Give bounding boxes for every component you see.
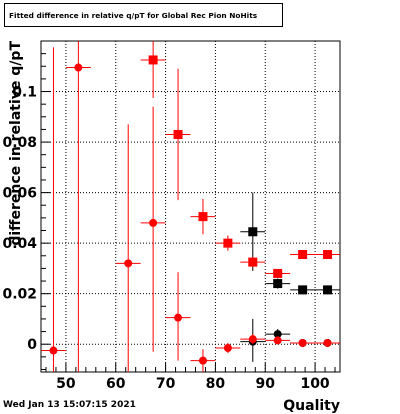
y-tick-label: 0.1 bbox=[12, 85, 37, 101]
data-points bbox=[41, 41, 340, 372]
x-tick-label: 100 bbox=[300, 376, 329, 392]
data-point-circle bbox=[248, 335, 257, 344]
y-tick-label: 0 bbox=[27, 337, 37, 353]
data-point-circle bbox=[223, 343, 232, 352]
x-tick-label: 80 bbox=[206, 376, 226, 392]
x-tick-label: 70 bbox=[156, 376, 176, 392]
data-point-square bbox=[273, 268, 283, 278]
data-point-square bbox=[198, 212, 208, 222]
y-tick-label: 0.08 bbox=[2, 135, 37, 151]
axis-ticks bbox=[41, 53, 336, 372]
data-point-square bbox=[223, 238, 233, 248]
data-point-square bbox=[248, 227, 258, 237]
plot-frame bbox=[40, 40, 341, 373]
x-tick-label: 50 bbox=[56, 376, 76, 392]
axis-labels: 50 60 70 80 90 100 0 0.02 0.04 0.06 0.08 0.1 Quality… bbox=[2, 41, 340, 414]
data-point-square bbox=[323, 250, 333, 260]
data-point-square bbox=[298, 285, 308, 295]
plot-area-border bbox=[40, 40, 341, 373]
data-point-circle bbox=[174, 313, 183, 322]
data-point-square bbox=[148, 55, 158, 65]
x-tick-label: 60 bbox=[106, 376, 126, 392]
y-tick-label: 0.06 bbox=[2, 186, 37, 202]
data-point-circle bbox=[49, 346, 58, 355]
x-tick-label: 90 bbox=[256, 376, 276, 392]
data-point-circle bbox=[198, 356, 207, 365]
chart-title: Fitted difference in relative q/pT for G… bbox=[9, 11, 258, 20]
data-point-circle bbox=[124, 259, 133, 268]
chart-title-box: Fitted difference in relative q/pT for G… bbox=[4, 3, 283, 27]
data-point-square bbox=[273, 279, 283, 289]
data-point-circle bbox=[74, 63, 83, 72]
y-tick-label: 0.04 bbox=[2, 236, 37, 252]
data-point-circle bbox=[149, 218, 158, 227]
data-point-circle bbox=[298, 338, 307, 347]
y-tick-label: 0.02 bbox=[2, 287, 37, 303]
x-axis-label: Quality bbox=[283, 398, 340, 414]
series-group bbox=[41, 41, 340, 372]
data-point-circle bbox=[323, 338, 332, 347]
data-point-square bbox=[173, 129, 183, 139]
data-point-circle bbox=[273, 330, 282, 339]
data-point-square bbox=[323, 285, 333, 295]
timestamp: Wed Jan 13 15:07:15 2021 bbox=[3, 400, 136, 410]
data-point-square bbox=[248, 257, 258, 267]
y-axis-label: difference in relative q/pT bbox=[8, 41, 24, 246]
data-point-square bbox=[298, 250, 308, 260]
data-point-circle bbox=[273, 336, 282, 345]
grid-lines bbox=[41, 41, 340, 372]
